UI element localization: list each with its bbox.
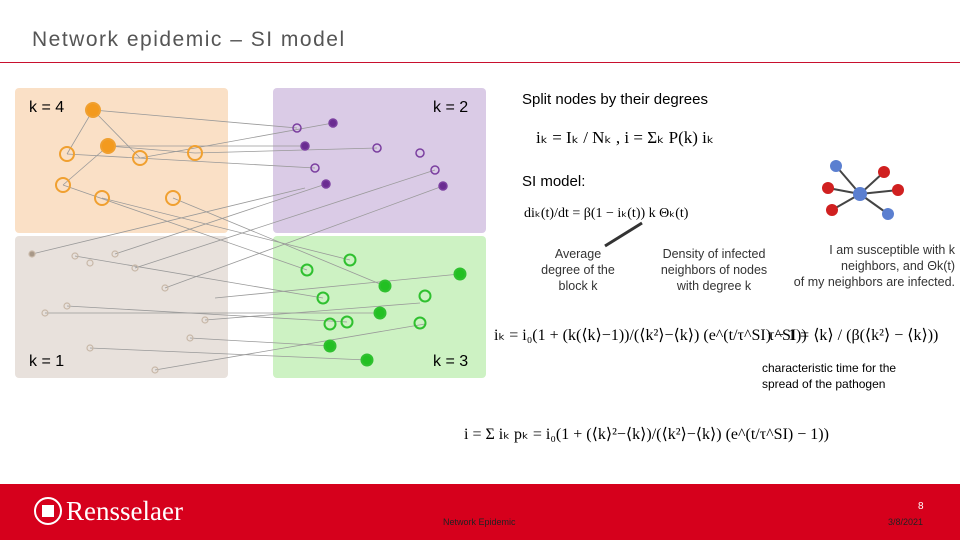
quadrant-label: k = 1 [29,353,64,370]
quadrant-label: k = 2 [433,99,468,116]
footer-date: 3/8/2021 [888,517,924,527]
note-line: of my neighbors are infected. [793,275,955,289]
k2-nodes [292,118,448,191]
tau-formula: τ^SI = ⟨k⟩ / (β(⟨k²⟩ − ⟨k⟩)) [768,327,939,344]
susceptible-note: I am susceptible with k neighbors, and Θk… [770,242,955,290]
note-line: block k [558,279,598,293]
logo-seal [34,497,62,525]
si-formula: diₖ(t)/dt = β(1 − iₖ(t)) k Θₖ(t) [524,206,689,221]
note-line: I am susceptible with k [829,243,955,257]
header-rule [0,62,960,63]
star-graph-icon [822,160,904,220]
note-line: spread of the pathogen [762,377,886,391]
quadrant-label: k = 3 [433,353,468,370]
arrow [604,221,643,248]
note-line: neighbors, and Θk(t) [841,259,955,273]
i-formula: i = Σ iₖ pₖ = i₀(1 + (⟨k⟩²−⟨k⟩)/(⟨k²⟩−⟨k… [464,426,829,443]
si-heading: SI model: [522,173,586,190]
slide-title: Network epidemic – SI model [32,28,346,51]
density-note: Density of infected neighbors of nodes wit… [650,246,778,294]
note-line: characteristic time for the [762,361,897,375]
quadrant [15,88,228,233]
quadrant [15,236,228,378]
k1-nodes [28,250,209,374]
split-heading: Split nodes by their degrees [522,91,708,108]
edges [31,109,461,371]
k4-nodes [55,102,203,206]
average-note: Average degree of the block k [528,246,628,294]
footer-center: Network Epidemic [443,517,516,527]
quadrant-label: k = 4 [29,99,64,116]
ik-formula: iₖ = i₀(1 + (k(⟨k⟩−1))/(⟨k²⟩−⟨k⟩) (e^(t/… [494,327,807,344]
note-line: degree of the [541,263,615,277]
footer: Rensselaer Network Epidemic 8 3/8/2021 [0,484,960,540]
page-number: 8 [918,501,924,512]
tau-note: characteristic time for the spread of the… [762,360,927,392]
note-line: Average [554,247,602,261]
split-formula: iₖ = Iₖ / Nₖ , i = Σₖ P(k) iₖ [536,128,715,147]
k3-nodes [300,253,467,367]
note-line: with degree k [676,279,752,293]
note-line: Density of infected [662,247,766,261]
note-line: neighbors of nodes [660,263,768,277]
network-figure: k = 4 k = 2 k = 1 k = 3 [15,88,486,378]
logo-text: Rensselaer [66,496,183,526]
